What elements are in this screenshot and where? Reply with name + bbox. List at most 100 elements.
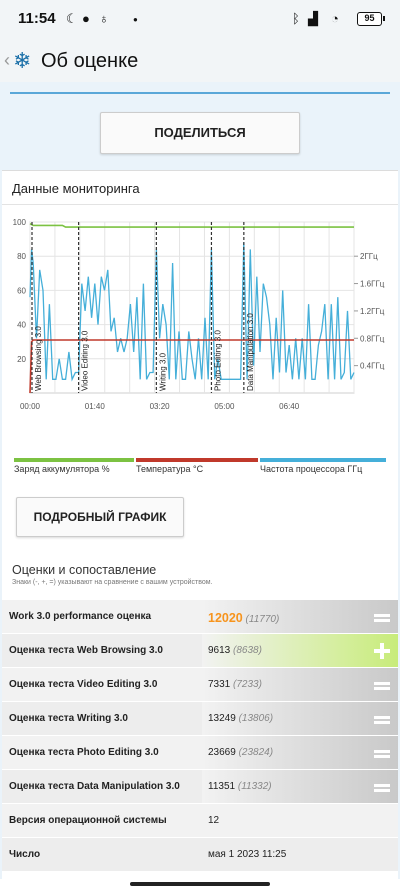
score-number: 11351 — [208, 781, 236, 792]
score-row[interactable]: Оценка теста Writing 3.0 13249 (13806) — [2, 702, 398, 736]
monitoring-chart: 20 40 60 80 100 0.4ГГц 0.8ГГц 1.2ГГц 1.6ГГц 2ГГц 0… — [13, 218, 385, 411]
equal-icon[interactable] — [374, 711, 390, 727]
score-label: Версия операционной системы — [9, 815, 167, 826]
score-value: 12020 (11770) — [208, 611, 279, 625]
score-value: мая 1 2023 11:25 — [208, 849, 286, 860]
bluetooth-icon: ᛒ — [292, 11, 300, 26]
reference-score: (8638) — [233, 645, 262, 656]
y-left-tick-label: 100 — [13, 218, 27, 227]
monitoring-title: Данные мониторинга — [12, 181, 140, 196]
score-number: 9613 — [208, 645, 231, 656]
user-circle-icon: ● — [82, 11, 90, 26]
x-tick-label: 01:40 — [85, 402, 106, 411]
wifi-icon: ◔ — [331, 11, 339, 26]
score-row: Число мая 1 2023 11:25 — [2, 838, 398, 872]
reference-score: (11332) — [237, 781, 272, 792]
score-label: Оценка теста Web Browsing 3.0 — [9, 645, 163, 656]
x-tick-label: 06:40 — [279, 402, 300, 411]
card-divider — [2, 204, 398, 205]
score-label: Оценка теста Data Manipulation 3.0 — [9, 781, 180, 792]
comparison-bar — [202, 668, 398, 701]
x-tick-label: 03:20 — [150, 402, 171, 411]
y-right-tick-label: 0.4ГГц — [360, 362, 385, 371]
lightbulb-icon: ♁ — [99, 11, 109, 26]
legend-temperature-label: Температура °C — [136, 464, 204, 474]
score-value: 13249 (13806) — [208, 713, 273, 724]
benchmark-marker-label: Photo Editing 3.0 — [213, 330, 222, 391]
y-right-tick-label: 1.6ГГц — [360, 280, 385, 289]
score-number: мая 1 2023 11:25 — [208, 849, 287, 860]
score-label: Оценка теста Photo Editing 3.0 — [9, 747, 159, 758]
home-indicator[interactable] — [130, 882, 270, 886]
comparison-bar — [202, 634, 398, 667]
reference-score: (11770) — [245, 614, 280, 625]
y-left-tick-label: 60 — [17, 286, 26, 295]
legend-cpu-label: Частота процессора ГГц — [260, 464, 363, 474]
comparison-bar — [202, 600, 398, 633]
back-chevron-icon[interactable]: ‹ — [4, 50, 10, 70]
battery-indicator: 95 — [357, 12, 385, 26]
moon-icon: ☾ — [66, 11, 78, 26]
comparison-bar — [202, 702, 398, 735]
legend-battery-label: Заряд аккумулятора % — [14, 464, 110, 474]
score-number: 12 — [208, 815, 220, 826]
score-row[interactable]: Work 3.0 performance оценка 12020 (11770) — [2, 600, 398, 634]
signal-icon: ▟ — [308, 11, 318, 26]
score-row[interactable]: Оценка теста Photo Editing 3.0 23669 (238… — [2, 736, 398, 770]
detailed-chart-button[interactable]: ПОДРОБНЫЙ ГРАФИК — [16, 497, 184, 537]
score-row[interactable]: Оценка теста Data Manipulation 3.0 11351 … — [2, 770, 398, 804]
equal-icon[interactable] — [374, 779, 390, 795]
score-value: 11351 (11332) — [208, 781, 272, 792]
share-button[interactable]: ПОДЕЛИТЬСЯ — [100, 112, 300, 154]
comparison-bar — [202, 736, 398, 769]
legend-cpu-swatch — [260, 458, 386, 462]
score-label: Оценка теста Video Editing 3.0 — [9, 679, 158, 690]
equal-icon[interactable] — [374, 677, 390, 693]
y-left-tick-label: 20 — [17, 355, 26, 364]
plus-icon[interactable] — [374, 643, 390, 659]
reference-score: (23824) — [238, 747, 274, 758]
scores-table: Work 3.0 performance оценка 12020 (11770)… — [2, 600, 398, 872]
reference-score: (13806) — [238, 713, 274, 724]
y-right-tick-label: 1.2ГГц — [360, 307, 385, 316]
score-label: Число — [9, 849, 41, 860]
benchmark-marker-label: Video Editing 3.0 — [81, 330, 90, 391]
score-label: Work 3.0 performance оценка — [9, 611, 152, 622]
x-tick-label: 05:00 — [214, 402, 235, 411]
navigation-bar — [0, 879, 400, 889]
benchmark-marker-label: Writing 3.0 — [158, 352, 167, 391]
benchmark-marker-label: Web Browsing 3.0 — [34, 326, 43, 391]
snowflake-logo-icon: ❄ — [13, 48, 32, 73]
score-number: 13249 — [208, 713, 236, 724]
equal-icon[interactable] — [374, 609, 390, 625]
benchmark-marker-label: Data Manipulation 3.0 — [246, 313, 255, 391]
y-right-tick-label: 2ГГц — [360, 252, 378, 261]
monitoring-card: Данные мониторинга 20 40 60 80 100 0.4ГГц 0.8Г… — [2, 170, 398, 889]
legend-temperature-swatch — [136, 458, 258, 462]
score-row[interactable]: Оценка теста Video Editing 3.0 7331 (7233… — [2, 668, 398, 702]
score-value: 9613 (8638) — [208, 645, 262, 656]
y-right-tick-label: 0.8ГГц — [360, 334, 385, 343]
y-left-tick-label: 80 — [17, 252, 26, 261]
score-value: 12 — [208, 815, 219, 826]
scores-title: Оценки и сопоставление — [12, 563, 157, 577]
scores-note: Знаки (-, +, =) указывают на сравнение с… — [12, 579, 213, 586]
dot-icon: ● — [133, 15, 138, 24]
score-row[interactable]: Оценка теста Web Browsing 3.0 9613 (8638) — [2, 634, 398, 668]
comparison-bar — [202, 770, 398, 803]
score-number: 23669 — [208, 747, 236, 758]
series-line-2 — [29, 242, 355, 382]
x-tick-label: 00:00 — [20, 402, 41, 411]
page-title: Об оценке — [41, 50, 139, 72]
score-value: 7331 (7233) — [208, 679, 262, 690]
app-bar: ‹ ❄ Об оценке — [0, 40, 400, 94]
status-bar: 11:54 ☾ ● ♁ ● ᛒ ▟ ◔ 95 — [0, 0, 400, 40]
score-number: 12020 — [208, 611, 243, 625]
legend-battery-swatch — [14, 458, 134, 462]
reference-score: (7233) — [233, 679, 262, 690]
y-left-tick-label: 40 — [17, 321, 26, 330]
equal-icon[interactable] — [374, 745, 390, 761]
series-line-1 — [29, 339, 354, 394]
score-value: 23669 (23824) — [208, 747, 273, 758]
status-time: 11:54 — [18, 10, 56, 27]
